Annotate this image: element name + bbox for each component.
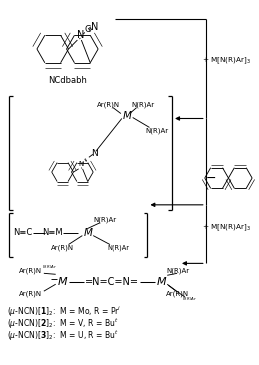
- Text: NCdbabh: NCdbabh: [48, 76, 87, 85]
- Text: $^{N(R)Ar}$: $^{N(R)Ar}$: [42, 265, 57, 270]
- Text: Ar(R)N: Ar(R)N: [166, 291, 189, 297]
- Text: N(R)Ar: N(R)Ar: [107, 244, 129, 251]
- Text: N: N: [78, 161, 83, 167]
- Text: Ar(R)N: Ar(R)N: [51, 244, 74, 251]
- Text: N: N: [91, 149, 98, 158]
- Text: ($\mu$-NCN)[$\bf{3}$]$_2$:  M = U, R = Bu$^t$: ($\mu$-NCN)[$\bf{3}$]$_2$: M = U, R = Bu…: [7, 328, 119, 343]
- Text: $^{N(R)Ar}$: $^{N(R)Ar}$: [182, 296, 197, 301]
- Text: ($\mu$-NCN)[$\bf{2}$]$_2$:  M = V, R = Bu$^t$: ($\mu$-NCN)[$\bf{2}$]$_2$: M = V, R = Bu…: [7, 317, 119, 331]
- Text: −: −: [205, 172, 216, 185]
- Text: N(R)Ar: N(R)Ar: [166, 267, 189, 274]
- Text: M: M: [58, 277, 67, 287]
- Text: N: N: [91, 22, 98, 32]
- Text: M: M: [122, 111, 131, 120]
- Text: Ar(R)N: Ar(R)N: [96, 101, 120, 108]
- Text: N(R)Ar: N(R)Ar: [146, 127, 169, 134]
- Text: + M[N(R)Ar]$_3$: + M[N(R)Ar]$_3$: [202, 222, 251, 233]
- Text: N(R)Ar: N(R)Ar: [93, 216, 117, 223]
- Text: + M[N(R)Ar]$_3$: + M[N(R)Ar]$_3$: [202, 56, 251, 66]
- Text: M: M: [156, 277, 166, 287]
- Text: Ar(R)N: Ar(R)N: [19, 291, 42, 297]
- Text: N: N: [77, 30, 84, 40]
- Text: N≡C: N≡C: [13, 228, 33, 237]
- Text: M: M: [84, 228, 93, 238]
- Text: C: C: [85, 26, 91, 34]
- Text: N≡M: N≡M: [42, 228, 63, 237]
- Text: =N=C=N=: =N=C=N=: [85, 277, 139, 287]
- Text: ($\mu$-NCN)[$\bf{1}$]$_2$:  M = Mo, R = Pr$^i$: ($\mu$-NCN)[$\bf{1}$]$_2$: M = Mo, R = P…: [7, 305, 122, 319]
- Text: Ar(R)N: Ar(R)N: [19, 267, 42, 274]
- Text: N(R)Ar: N(R)Ar: [131, 101, 154, 108]
